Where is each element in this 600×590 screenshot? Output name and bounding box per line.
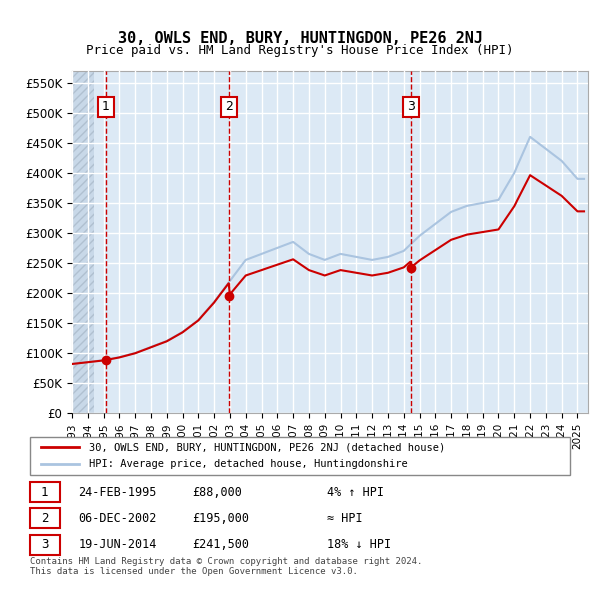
Text: This data is licensed under the Open Government Licence v3.0.: This data is licensed under the Open Gov… bbox=[30, 566, 358, 576]
Text: 4% ↑ HPI: 4% ↑ HPI bbox=[327, 486, 384, 499]
Text: 19-JUN-2014: 19-JUN-2014 bbox=[79, 538, 157, 551]
FancyBboxPatch shape bbox=[30, 482, 60, 502]
Text: 3: 3 bbox=[41, 538, 49, 551]
Text: 30, OWLS END, BURY, HUNTINGDON, PE26 2NJ (detached house): 30, OWLS END, BURY, HUNTINGDON, PE26 2NJ… bbox=[89, 442, 446, 453]
Text: HPI: Average price, detached house, Huntingdonshire: HPI: Average price, detached house, Hunt… bbox=[89, 459, 408, 469]
Text: Price paid vs. HM Land Registry's House Price Index (HPI): Price paid vs. HM Land Registry's House … bbox=[86, 44, 514, 57]
Text: £195,000: £195,000 bbox=[192, 512, 249, 525]
FancyBboxPatch shape bbox=[30, 437, 570, 475]
Text: 18% ↓ HPI: 18% ↓ HPI bbox=[327, 538, 391, 551]
Text: ≈ HPI: ≈ HPI bbox=[327, 512, 362, 525]
FancyBboxPatch shape bbox=[30, 535, 60, 555]
Text: £88,000: £88,000 bbox=[192, 486, 242, 499]
Text: 24-FEB-1995: 24-FEB-1995 bbox=[79, 486, 157, 499]
Text: 3: 3 bbox=[407, 100, 415, 113]
Text: Contains HM Land Registry data © Crown copyright and database right 2024.: Contains HM Land Registry data © Crown c… bbox=[30, 557, 422, 566]
Text: 06-DEC-2002: 06-DEC-2002 bbox=[79, 512, 157, 525]
Text: 2: 2 bbox=[225, 100, 233, 113]
Text: £241,500: £241,500 bbox=[192, 538, 249, 551]
Text: 1: 1 bbox=[41, 486, 49, 499]
FancyBboxPatch shape bbox=[30, 509, 60, 528]
Text: 30, OWLS END, BURY, HUNTINGDON, PE26 2NJ: 30, OWLS END, BURY, HUNTINGDON, PE26 2NJ bbox=[118, 31, 482, 46]
Text: 2: 2 bbox=[41, 512, 49, 525]
Text: 1: 1 bbox=[102, 100, 110, 113]
